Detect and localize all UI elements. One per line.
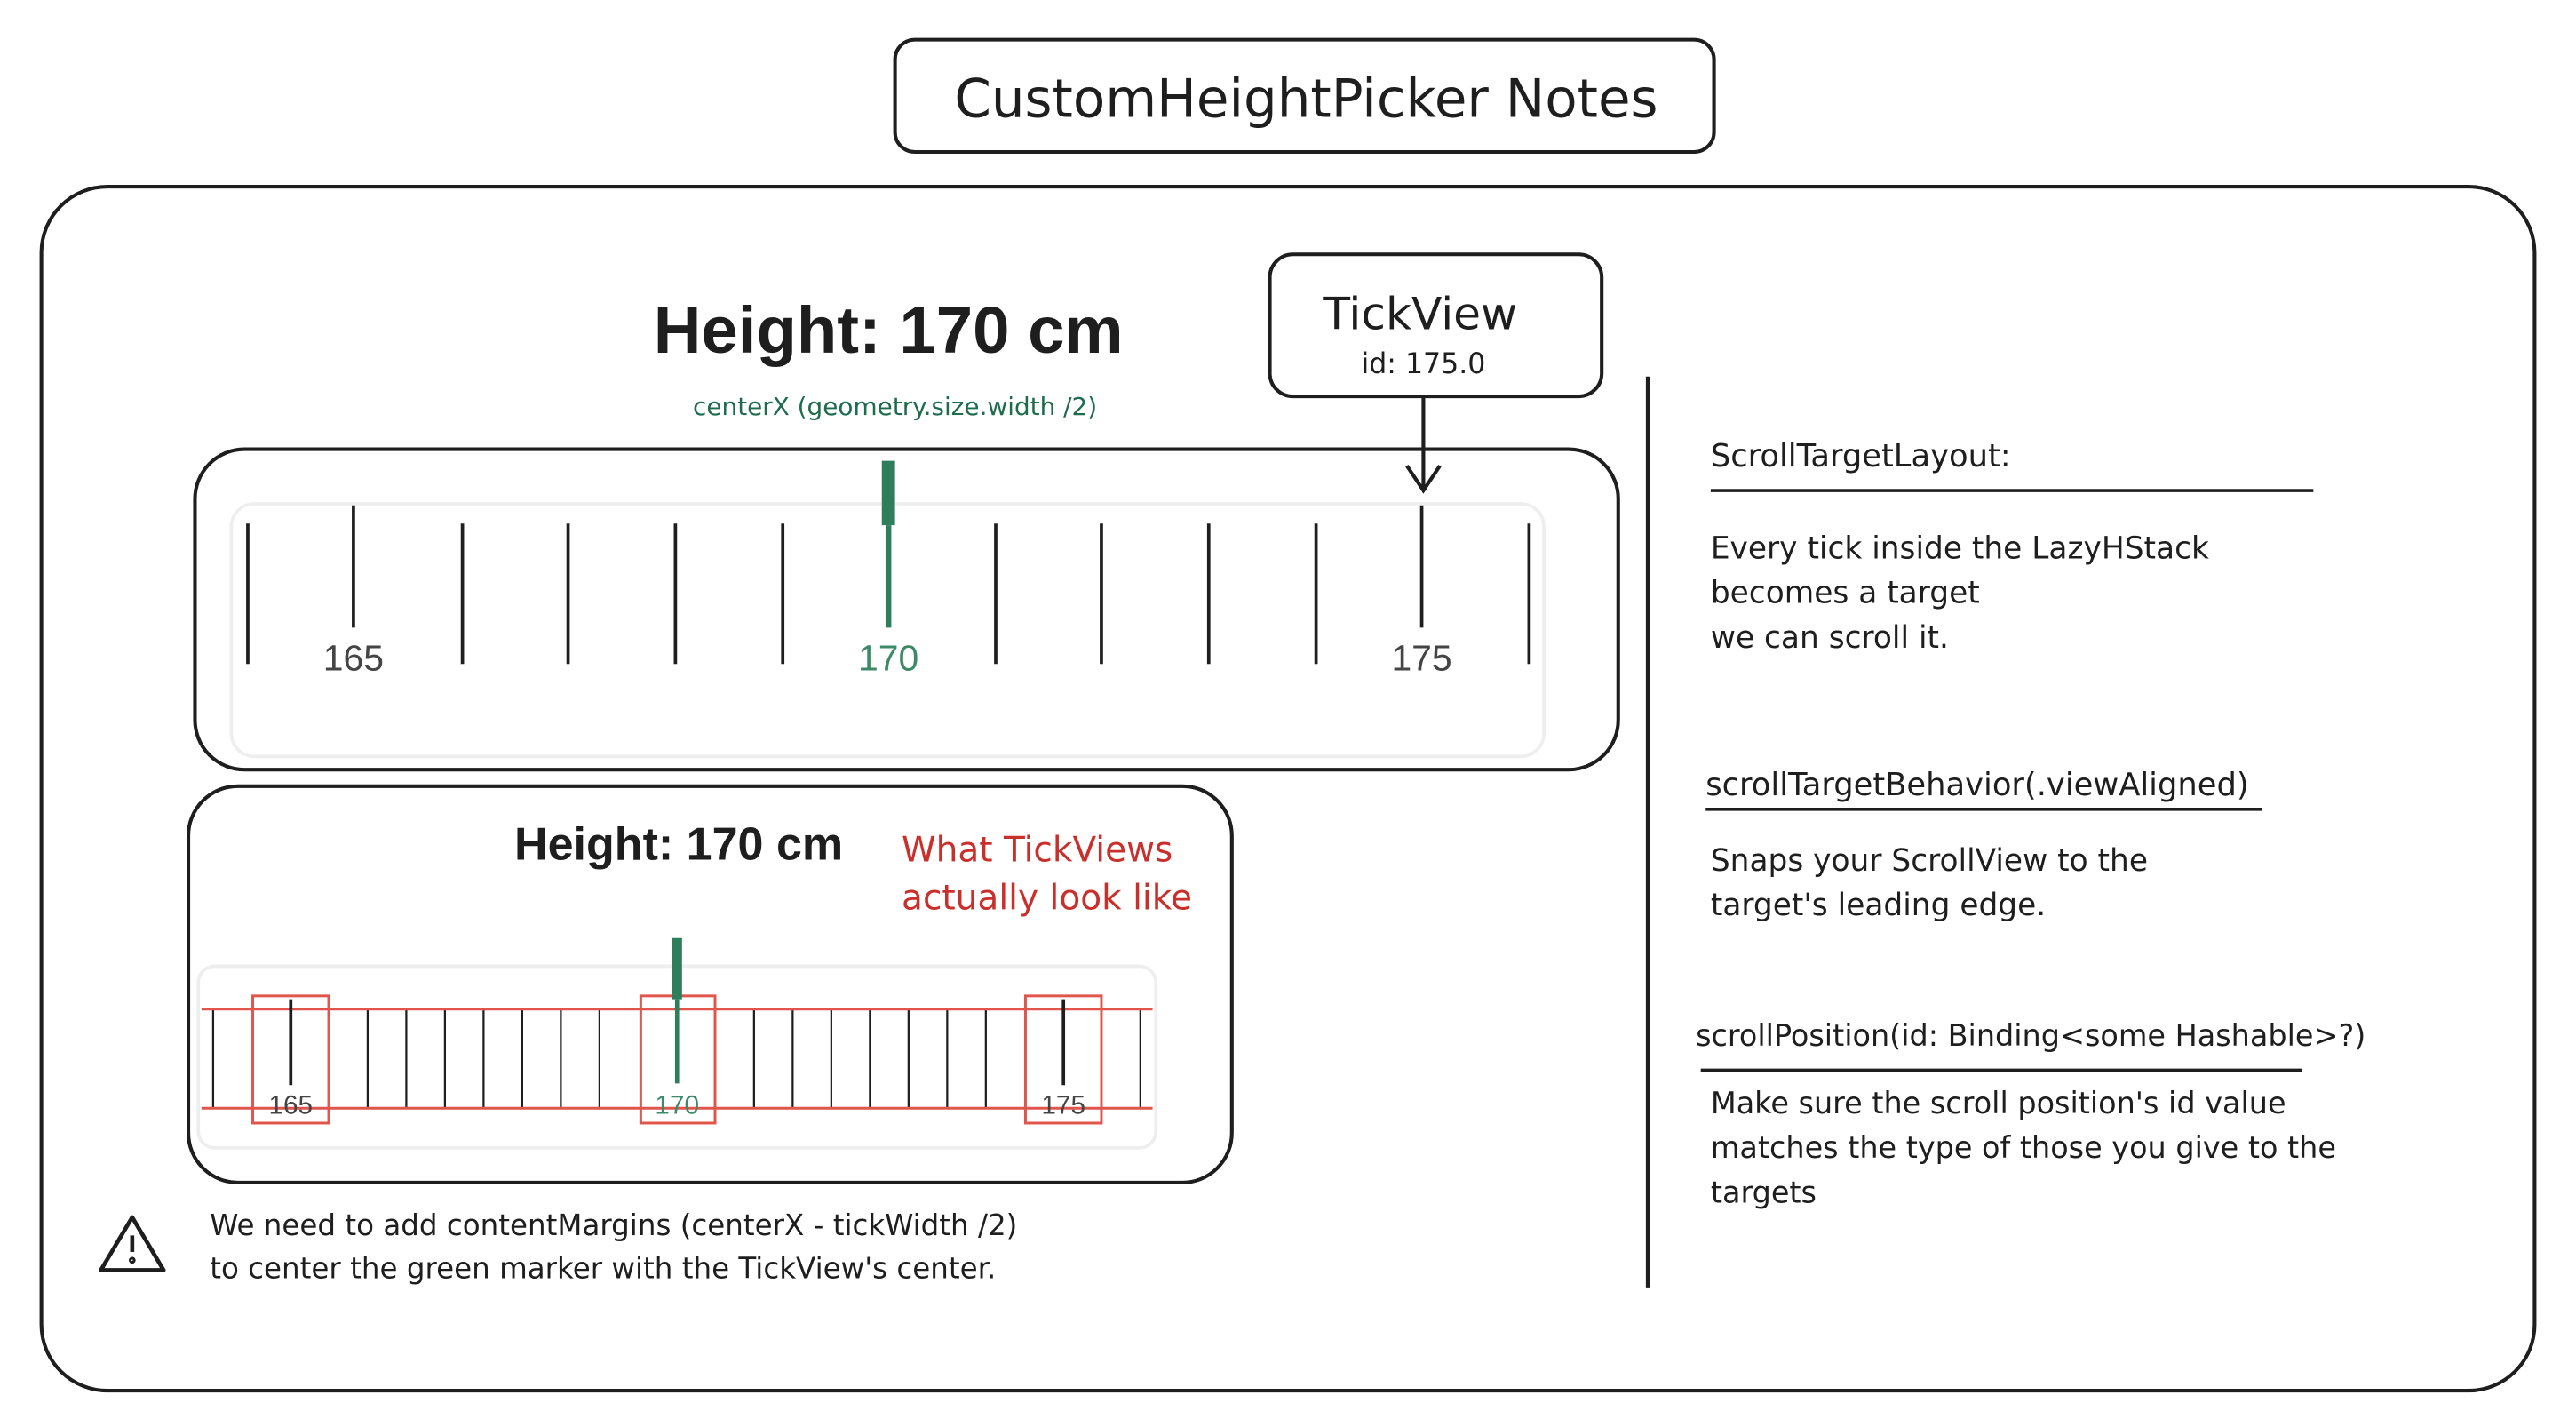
- note-heading: scrollTargetBehavior(.viewAligned): [1705, 767, 2248, 803]
- title-box: [893, 37, 1716, 155]
- ruler-ticks: [246, 460, 1531, 665]
- debug-label: 175: [1041, 1090, 1085, 1120]
- warning-text: We need to add contentMargins (centerX -…: [210, 1208, 1017, 1242]
- note-body: target's leading edge.: [1711, 888, 2046, 923]
- debug-label: 165: [268, 1090, 313, 1120]
- debug-note: What TickViews: [902, 831, 1173, 871]
- picker-heading: Height: 170 cm: [654, 293, 1124, 367]
- title: CustomHeightPicker Notes: [954, 68, 1658, 130]
- frame: [39, 184, 2537, 1393]
- arrow: [1405, 396, 1442, 494]
- ruler-box: [193, 447, 1620, 772]
- ruler-label: 165: [323, 637, 384, 678]
- note-heading: ScrollTargetLayout:: [1711, 438, 2011, 474]
- tickview-box: [1268, 252, 1604, 399]
- tickview-frame: [1023, 994, 1103, 1125]
- tickview-title: TickView: [1322, 287, 1517, 339]
- tick-cells: [211, 1008, 1141, 1109]
- tickview-id: id: 175.0: [1361, 348, 1485, 380]
- warning-text: to center the green marker with the Tick…: [210, 1251, 996, 1285]
- ruler-label: 170: [858, 637, 918, 678]
- ruler-label: 175: [1391, 637, 1451, 678]
- debug-heading: Height: 170 cm: [514, 818, 843, 870]
- note-heading: scrollPosition(id: Binding<some Hashable…: [1696, 1018, 2365, 1053]
- note-body: Make sure the scroll position's id value: [1711, 1086, 2286, 1120]
- tickview-frame: [251, 994, 330, 1125]
- note-body: we can scroll it.: [1711, 620, 1949, 656]
- debug-label: 170: [655, 1090, 699, 1120]
- debug-box: [186, 784, 1234, 1184]
- note-body: Every tick inside the LazyHStack: [1711, 530, 2209, 566]
- note-body: targets: [1711, 1175, 1817, 1209]
- note-body: matches the type of those you give to th…: [1711, 1130, 2336, 1165]
- note-body: becomes a target: [1711, 576, 1980, 611]
- note-body: Snaps your ScrollView to the: [1711, 843, 2148, 879]
- warning-icon: [99, 1215, 166, 1272]
- debug-note: actually look like: [902, 879, 1192, 919]
- center-note: centerX (geometry.size.width /2): [693, 392, 1097, 421]
